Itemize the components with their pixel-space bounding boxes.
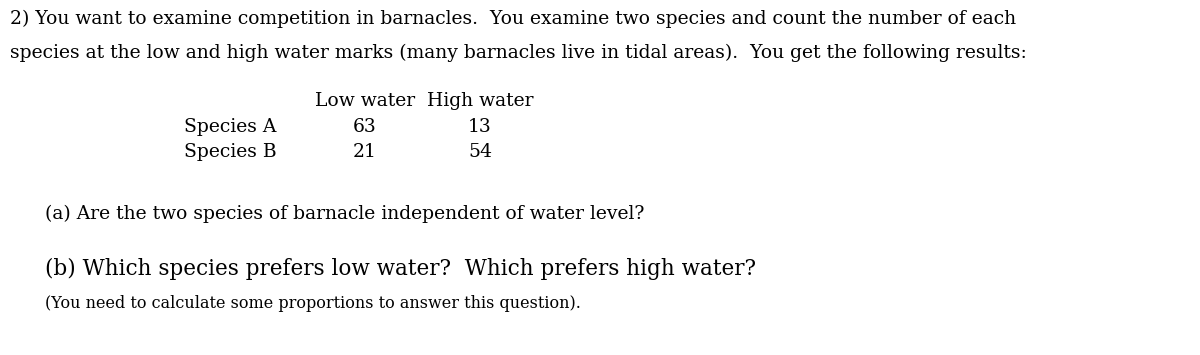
Text: Species B: Species B: [184, 143, 276, 161]
Text: 2) You want to examine competition in barnacles.  You examine two species and co: 2) You want to examine competition in ba…: [10, 10, 1016, 28]
Text: 13: 13: [468, 118, 492, 136]
Text: 21: 21: [353, 143, 377, 161]
Text: High water: High water: [427, 92, 533, 110]
Text: 54: 54: [468, 143, 492, 161]
Text: species at the low and high water marks (many barnacles live in tidal areas).  Y: species at the low and high water marks …: [10, 44, 1027, 62]
Text: (You need to calculate some proportions to answer this question).: (You need to calculate some proportions …: [46, 295, 581, 312]
Text: (a) Are the two species of barnacle independent of water level?: (a) Are the two species of barnacle inde…: [46, 205, 644, 223]
Text: Low water: Low water: [314, 92, 415, 110]
Text: 63: 63: [353, 118, 377, 136]
Text: (b) Which species prefers low water?  Which prefers high water?: (b) Which species prefers low water? Whi…: [46, 258, 756, 280]
Text: Species A: Species A: [184, 118, 276, 136]
